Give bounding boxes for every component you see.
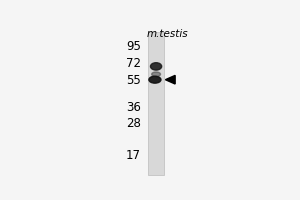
- Text: 28: 28: [126, 117, 141, 130]
- Text: m.testis: m.testis: [147, 29, 188, 39]
- Bar: [148, 32, 164, 175]
- Ellipse shape: [152, 72, 161, 77]
- Text: 95: 95: [126, 40, 141, 53]
- Text: 72: 72: [126, 57, 141, 70]
- Text: 55: 55: [126, 74, 141, 87]
- Ellipse shape: [149, 76, 161, 83]
- Ellipse shape: [151, 63, 162, 70]
- Text: 36: 36: [126, 101, 141, 114]
- Text: 17: 17: [126, 149, 141, 162]
- Polygon shape: [165, 75, 175, 84]
